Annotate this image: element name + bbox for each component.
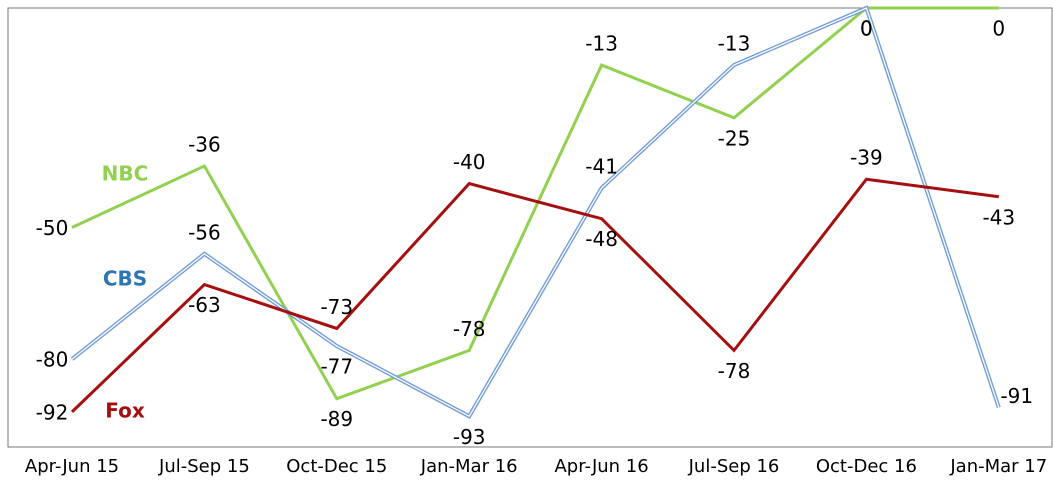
x-tick-label: Oct-Dec 15 — [286, 456, 387, 477]
plot-border — [7, 7, 1053, 448]
series-line — [70, 5, 1001, 419]
data-label: -73 — [320, 295, 353, 319]
x-tick-label: Jul-Sep 16 — [688, 456, 780, 477]
data-label: -40 — [453, 150, 486, 174]
data-label: -43 — [982, 205, 1015, 229]
data-label: -48 — [585, 227, 618, 251]
data-label: -25 — [718, 126, 751, 150]
series-name: CBS — [103, 267, 147, 291]
series-line — [71, 6, 999, 401]
x-tick-label: Jan-Mar 16 — [420, 456, 518, 477]
data-label: -80 — [36, 348, 69, 372]
data-label: 0 — [992, 17, 1005, 41]
series-name: Fox — [105, 399, 145, 423]
data-label: -56 — [188, 220, 221, 244]
data-label: -78 — [453, 317, 486, 341]
series-name: NBC — [102, 162, 149, 186]
data-label: 0 — [860, 17, 873, 41]
x-tick-label: Apr-Jun 16 — [554, 456, 648, 477]
data-label: -36 — [188, 133, 221, 157]
data-label: -13 — [718, 32, 751, 56]
data-label: -92 — [36, 400, 69, 424]
data-label: -13 — [585, 32, 618, 56]
data-label: -63 — [188, 293, 221, 317]
data-label: -89 — [320, 407, 353, 431]
data-label: -77 — [320, 355, 353, 379]
data-label: -91 — [1000, 384, 1033, 408]
x-tick-label: Jul-Sep 15 — [158, 456, 250, 477]
data-label: -50 — [36, 216, 69, 240]
series-line — [70, 177, 999, 413]
x-tick-label: Jan-Mar 17 — [949, 456, 1047, 477]
data-label: -78 — [718, 359, 751, 383]
data-label: -39 — [850, 146, 883, 170]
data-label: -41 — [585, 154, 618, 178]
x-tick-label: Oct-Dec 16 — [816, 456, 917, 477]
x-tick-label: Apr-Jun 15 — [25, 456, 119, 477]
data-label: -93 — [453, 425, 486, 449]
series-line-highlight — [71, 7, 1000, 418]
